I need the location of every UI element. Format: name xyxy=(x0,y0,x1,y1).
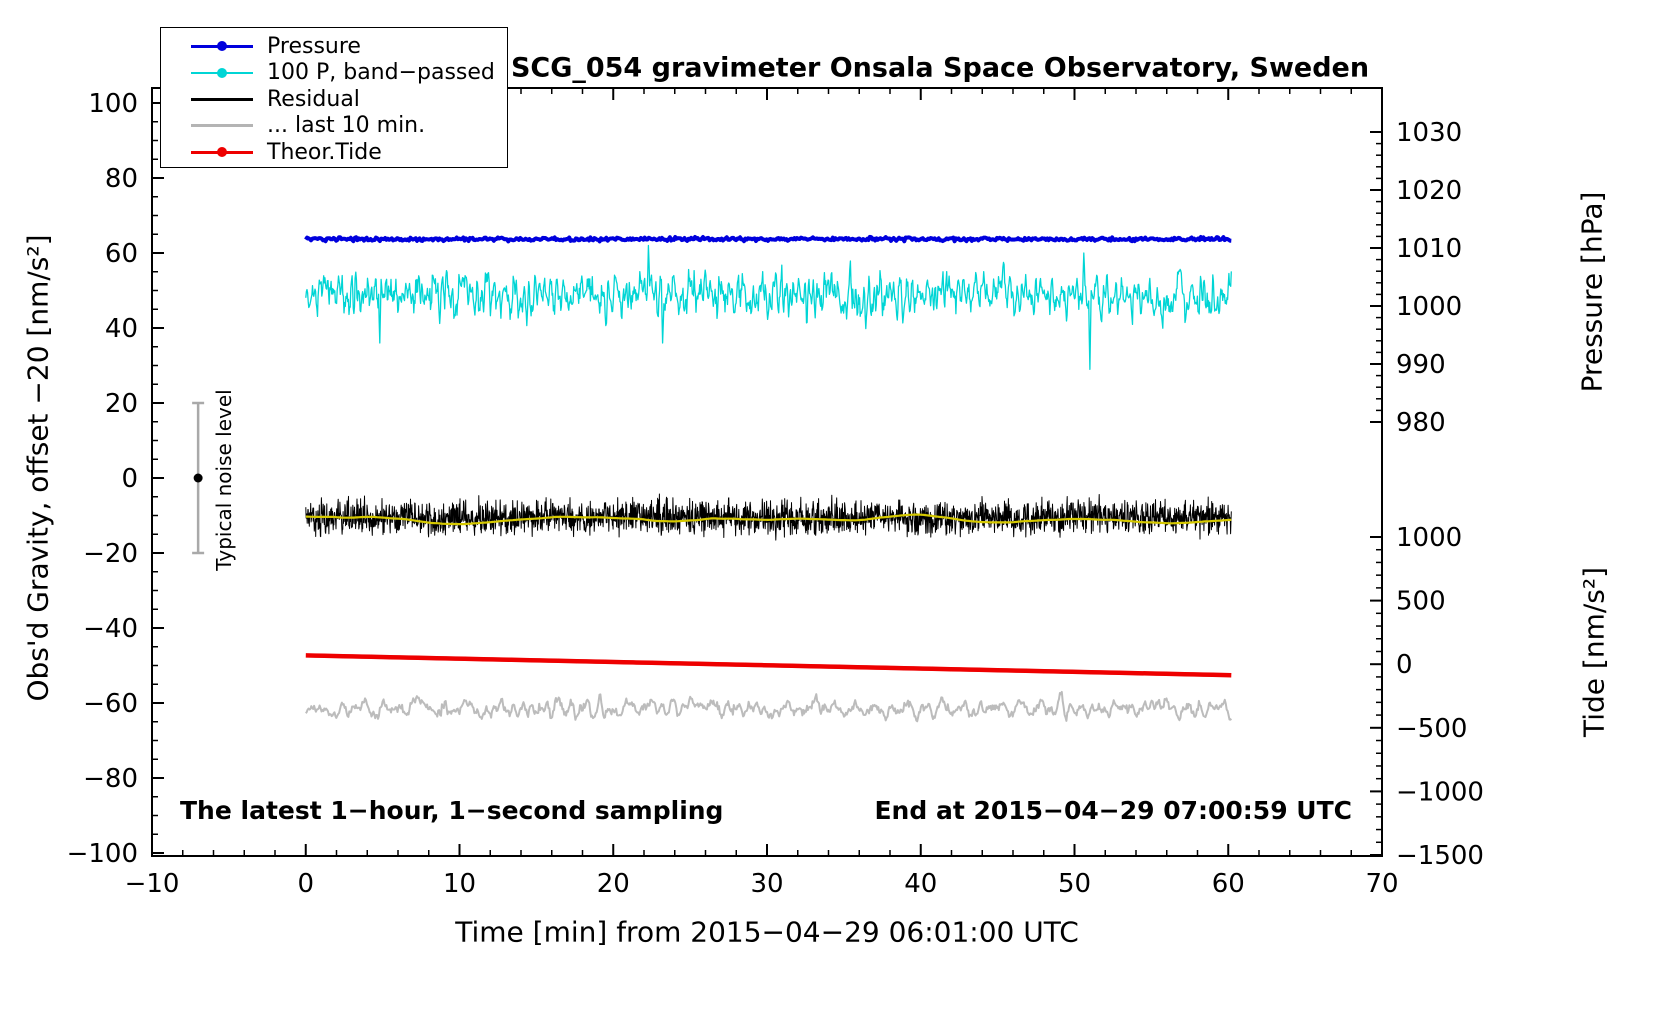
legend-label: Pressure xyxy=(267,33,361,59)
svg-text:50: 50 xyxy=(1058,869,1091,899)
axis-ticks xyxy=(151,88,1383,856)
svg-text:−20: −20 xyxy=(83,539,138,569)
svg-text:0: 0 xyxy=(1396,650,1413,680)
svg-text:−500: −500 xyxy=(1396,714,1467,744)
legend-item: 100 P, band−passed xyxy=(161,60,507,87)
tide-axis-label: Tide [nm/s²] xyxy=(1577,566,1611,738)
svg-text:990: 990 xyxy=(1396,350,1446,380)
legend-item: Residual xyxy=(161,86,507,113)
svg-text:−10: −10 xyxy=(125,869,180,899)
end-note: End at 2015−04−29 07:00:59 UTC xyxy=(874,796,1352,825)
svg-text:−1500: −1500 xyxy=(1396,841,1484,871)
svg-text:0: 0 xyxy=(297,869,314,899)
y-axis-label: Obs'd Gravity, offset −20 [nm/s²] xyxy=(21,234,55,702)
series-bandpassed-line xyxy=(305,244,1232,370)
series-pressure-line xyxy=(304,234,1232,244)
plot-annotations xyxy=(192,401,205,555)
svg-text:60: 60 xyxy=(1212,869,1245,899)
legend-marker-icon xyxy=(191,147,253,158)
svg-text:60: 60 xyxy=(105,239,138,269)
legend: Pressure 100 P, band−passed Residual... la… xyxy=(160,27,508,168)
svg-text:40: 40 xyxy=(904,869,937,899)
axis-tick-labels: −10 0 10 20 30 40 50 60 70−100−80−60−40−20020406… xyxy=(67,89,1484,899)
svg-text:−1000: −1000 xyxy=(1396,777,1484,807)
x-axis-label: Time [min] from 2015−04−29 06:01:00 UTC xyxy=(455,915,1079,949)
svg-text:20: 20 xyxy=(597,869,630,899)
legend-marker-icon xyxy=(191,41,253,52)
svg-text:1000: 1000 xyxy=(1396,523,1462,553)
noise-level-label: Typical noise level xyxy=(212,389,236,571)
plot-frame xyxy=(151,87,1383,857)
svg-text:−80: −80 xyxy=(83,764,138,794)
svg-text:980: 980 xyxy=(1396,408,1446,438)
legend-item: Theor.Tide xyxy=(161,139,507,166)
svg-text:1020: 1020 xyxy=(1396,176,1462,206)
sampling-note: The latest 1−hour, 1−second sampling xyxy=(180,796,724,825)
svg-text:−40: −40 xyxy=(83,614,138,644)
series-residual-line xyxy=(305,493,1232,541)
legend-marker-icon xyxy=(191,67,253,78)
legend-marker-icon xyxy=(191,97,253,101)
chart-title: SCG_054 gravimeter Onsala Space Observat… xyxy=(510,52,1370,84)
legend-dot-icon xyxy=(217,147,227,158)
noise-center-dot xyxy=(193,473,203,483)
svg-text:−100: −100 xyxy=(67,839,138,869)
svg-text:20: 20 xyxy=(105,389,138,419)
series-last10min-line xyxy=(305,690,1233,723)
legend-item: ... last 10 min. xyxy=(161,113,507,140)
svg-text:500: 500 xyxy=(1396,587,1446,617)
svg-text:0: 0 xyxy=(121,464,138,494)
legend-item: Pressure xyxy=(161,33,507,60)
svg-text:80: 80 xyxy=(105,164,138,194)
legend-label: Theor.Tide xyxy=(267,139,382,165)
series-residual-smoothed-line xyxy=(305,513,1232,526)
plot-frame-group xyxy=(151,87,1383,857)
legend-marker-icon xyxy=(191,124,253,128)
svg-text:1030: 1030 xyxy=(1396,118,1462,148)
series-theor-tide-line xyxy=(305,653,1232,678)
data-series xyxy=(304,234,1233,723)
svg-text:100: 100 xyxy=(88,89,138,119)
svg-text:1010: 1010 xyxy=(1396,234,1462,264)
legend-label: 100 P, band−passed xyxy=(267,60,495,86)
svg-text:10: 10 xyxy=(443,869,476,899)
legend-label: Residual xyxy=(267,86,360,112)
svg-text:70: 70 xyxy=(1365,869,1398,899)
svg-text:1000: 1000 xyxy=(1396,292,1462,322)
svg-text:40: 40 xyxy=(105,314,138,344)
pressure-axis-label: Pressure [hPa] xyxy=(1575,191,1609,393)
legend-dot-icon xyxy=(217,41,227,52)
legend-label: ... last 10 min. xyxy=(267,113,426,139)
legend-dot-icon xyxy=(217,67,227,78)
svg-text:−60: −60 xyxy=(83,689,138,719)
svg-text:30: 30 xyxy=(750,869,783,899)
